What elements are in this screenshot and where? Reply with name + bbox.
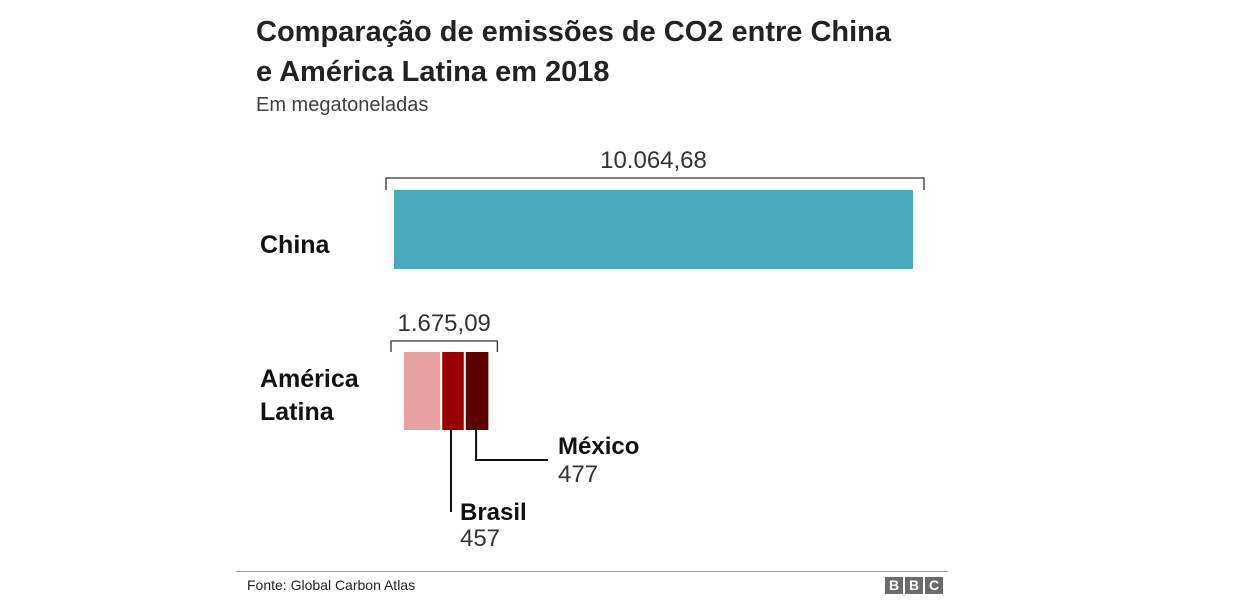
bar-segment-outros — [404, 352, 441, 430]
footer-divider — [236, 571, 948, 572]
chart-subtitle: Em megatoneladas — [256, 94, 429, 116]
category-label-america-latina-line1: América — [260, 365, 360, 393]
bracket-america-latina — [390, 340, 499, 352]
bracket-china — [385, 177, 925, 190]
leader-line-mexico — [475, 430, 548, 461]
category-label-america-latina-line2: Latina — [260, 398, 335, 426]
segment-value-mexico: 477 — [558, 461, 598, 488]
chart-title: Comparação de emissões de CO2 entre Chin… — [256, 16, 891, 88]
segment-value-brasil: 457 — [460, 525, 500, 552]
segment-label-brasil: Brasil — [460, 499, 527, 526]
total-label-america-latina: 1.675,09 — [397, 310, 490, 337]
category-label-china: China — [260, 231, 331, 259]
bar-segment-méxico — [465, 352, 489, 430]
bar-segment-brasil — [442, 352, 464, 430]
total-label-china: 10.064,68 — [600, 147, 707, 174]
bar-china — [394, 190, 913, 269]
source-note: Fonte: Global Carbon Atlas — [247, 577, 416, 593]
segment-label-mexico: México — [558, 433, 639, 460]
